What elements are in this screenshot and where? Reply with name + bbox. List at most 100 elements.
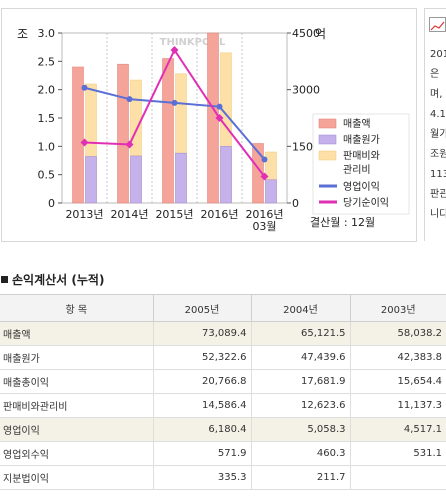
- legend-swatch: [318, 150, 337, 161]
- x-axis-label: 2016년: [200, 208, 238, 221]
- right-axis-tick-label: 4500: [292, 27, 320, 40]
- row-label: 판매비와관리비: [0, 393, 154, 418]
- row-value: 211.7: [251, 465, 351, 490]
- legend-label: 당기순이익: [343, 197, 389, 209]
- side-text-line: 113: [430, 169, 446, 180]
- row-value: 17,681.9: [251, 369, 351, 394]
- row-label: 매출원가: [0, 345, 154, 370]
- row-value: 73,089.4: [153, 321, 252, 346]
- row-label: 지분법이익: [0, 465, 154, 490]
- bar-cogs: [220, 146, 232, 204]
- point-net-income: [215, 114, 224, 122]
- row-value: 12,623.6: [251, 393, 351, 418]
- table-row: 매출총이익 20,766.8 17,681.9 15,654.4: [0, 369, 446, 394]
- right-axis-tick-label: 3000: [292, 84, 320, 97]
- row-value: 6,180.4: [153, 417, 252, 442]
- legend-label: 판매비와: [343, 150, 380, 162]
- table-header-row: 항 목 2005년 2004년 2003년: [0, 294, 446, 322]
- x-axis-label: 03월: [252, 220, 276, 233]
- x-axis-label: 2015년: [155, 208, 193, 221]
- side-text-line: 월가: [430, 129, 446, 140]
- row-label: 매출총이익: [0, 369, 154, 394]
- bar-sales: [162, 58, 174, 204]
- bar-cogs: [85, 156, 97, 204]
- right-axis-unit: 억: [315, 27, 326, 41]
- section-title-text: 손익계산서 (누적): [12, 273, 105, 287]
- point-operating-income: [261, 156, 268, 163]
- row-value: 14,586.4: [153, 393, 252, 418]
- header-2003: 2003년: [350, 294, 446, 322]
- header-2005: 2005년: [153, 294, 252, 322]
- row-value: 47,439.6: [251, 345, 351, 370]
- chart-icon[interactable]: [429, 17, 446, 32]
- row-value: 65,121.5: [251, 321, 351, 346]
- table-row: 매출액 73,089.4 65,121.5 58,038.2: [0, 321, 446, 346]
- table-row: 지분법이익 335.3 211.7: [0, 465, 446, 490]
- plot-area: [61, 32, 288, 204]
- row-value: [350, 465, 446, 490]
- x-axis-label: 2016년: [245, 208, 283, 221]
- bar-sales: [252, 143, 264, 204]
- header-item: 항 목: [0, 294, 154, 322]
- watermark: THINKPOOL: [160, 37, 226, 48]
- side-text-line: 니다: [430, 209, 446, 220]
- left-axis-tick-label: 2.0: [38, 84, 56, 97]
- side-text-line: 은: [430, 69, 440, 80]
- point-operating-income: [126, 96, 133, 103]
- x-axis-label: 2014년: [110, 208, 148, 221]
- row-value: 42,383.8: [350, 345, 446, 370]
- table-row: 영업외수익 571.9 460.3 531.1: [0, 441, 446, 466]
- x-axis-label: 2013년: [65, 208, 103, 221]
- row-value: 58,038.2: [350, 321, 446, 346]
- row-value: 531.1: [350, 441, 446, 466]
- row-value: 15,654.4: [350, 369, 446, 394]
- row-label: 영업이익: [0, 417, 154, 442]
- bar-cogs: [175, 152, 187, 204]
- side-text-line: 201: [430, 49, 446, 60]
- left-axis-tick-label: 3.0: [38, 27, 56, 40]
- legend-label: 관리비: [343, 164, 371, 176]
- row-label: 영업외수익: [0, 441, 154, 466]
- side-text-line: 조원: [430, 149, 446, 160]
- left-axis-unit: 조: [17, 27, 28, 41]
- bar-sales: [72, 66, 84, 204]
- table-row: 영업이익 6,180.4 5,058.3 4,517.1: [0, 417, 446, 442]
- row-value: 335.3: [153, 465, 252, 490]
- row-value: 5,058.3: [251, 417, 351, 442]
- row-value: 52,322.6: [153, 345, 252, 370]
- header-2004: 2004년: [251, 294, 351, 322]
- point-operating-income: [216, 103, 223, 110]
- fiscal-month-note: 결산월 : 12월: [310, 216, 375, 229]
- point-net-income: [125, 140, 134, 149]
- row-value: 571.9: [153, 441, 252, 466]
- section-title: 손익계산서 (누적): [1, 271, 104, 288]
- left-axis-tick-label: 0.5: [38, 169, 56, 182]
- legend-box: [312, 113, 410, 215]
- row-value: 4,517.1: [350, 417, 446, 442]
- bar-sales: [117, 63, 129, 204]
- point-net-income: [260, 172, 269, 181]
- legend-label: 영업이익: [343, 180, 380, 193]
- legend-label: 매출원가: [343, 134, 380, 146]
- side-panel: 201 은며, 4.1 월가조원 113 판관니다: [424, 8, 446, 241]
- row-value: 460.3: [251, 441, 351, 466]
- point-operating-income: [171, 99, 178, 106]
- row-value: 11,137.3: [350, 393, 446, 418]
- side-text: 201 은며, 4.1 월가조원 113 판관니다: [430, 45, 446, 225]
- left-axis-tick-label: 1.5: [38, 112, 56, 125]
- table-body: 매출액 73,089.4 65,121.5 58,038.2 매출원가 52,322.6 4…: [0, 321, 446, 490]
- table-row: 판매비와관리비 14,586.4 12,623.6 11,137.3: [0, 393, 446, 418]
- left-axis-tick-label: 0: [48, 197, 55, 210]
- bar-cogs: [265, 179, 277, 204]
- point-net-income: [80, 138, 89, 147]
- legend-swatch: [318, 134, 337, 145]
- bar-cogs: [130, 155, 142, 204]
- left-axis-tick-label: 2.5: [38, 55, 56, 68]
- side-text-line: 며,: [430, 89, 443, 100]
- line-chart-icon: [430, 21, 445, 31]
- right-axis-tick-label: 0: [292, 197, 299, 210]
- bullet-icon: [1, 276, 8, 283]
- row-value: 20,766.8: [153, 369, 252, 394]
- chart-panel: THINKPOOL 0 0.5 1.0 1.5 2.0 2.5 3.0 조 0 1500 3000 45…: [1, 8, 417, 242]
- legend-label: 매출액: [343, 118, 371, 130]
